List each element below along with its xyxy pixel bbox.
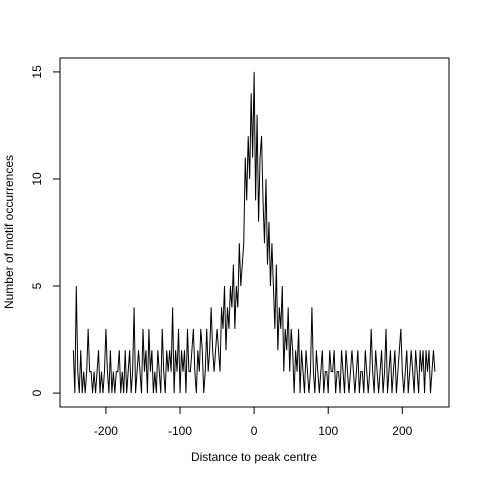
x-tick-label: -100 (168, 424, 192, 438)
y-tick-label: 15 (30, 65, 44, 79)
x-tick-label: 0 (251, 424, 258, 438)
x-tick-label: 200 (392, 424, 412, 438)
data-line (72, 71, 436, 394)
y-tick-label: 0 (30, 389, 44, 396)
x-tick-label: -200 (94, 424, 118, 438)
y-tick-label: 5 (30, 282, 44, 289)
x-tick-label: 100 (318, 424, 338, 438)
y-axis-label: Number of motif occurrences (2, 155, 16, 309)
y-tick-label: 10 (30, 172, 44, 186)
x-axis-label: Distance to peak centre (191, 450, 317, 464)
